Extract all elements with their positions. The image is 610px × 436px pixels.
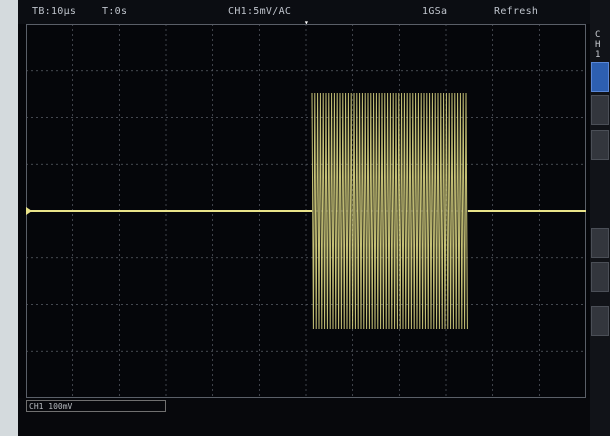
trigger-time-label[interactable]: T:0s — [102, 6, 128, 17]
waveform-display — [26, 24, 586, 398]
side-menu: C H 1 — [590, 0, 610, 436]
channel-scale-label[interactable]: CH1:5mV/AC — [228, 6, 292, 17]
status-bar: TB:10µs T:0s CH1:5mV/AC 1GSa Refresh ▾ — [18, 0, 610, 27]
side-button-invert[interactable] — [591, 130, 609, 160]
timebase-label[interactable]: TB:10µs — [32, 6, 77, 17]
side-button-bandwidth[interactable] — [591, 95, 609, 125]
side-channel-letter: C — [595, 30, 601, 40]
ground-level-icon — [26, 207, 32, 215]
oscilloscope-screen: TB:10µs T:0s CH1:5mV/AC 1GSa Refresh ▾ C… — [18, 0, 610, 436]
channel-info-box[interactable]: CH1 100mV — [26, 400, 166, 412]
sample-rate-label[interactable]: 1GSa — [422, 6, 448, 17]
side-button-offset[interactable] — [591, 262, 609, 292]
side-channel-letter: H — [595, 40, 601, 50]
bottom-info-bar: CH1 100mV — [18, 398, 590, 436]
mode-label[interactable]: Refresh — [494, 6, 539, 17]
side-channel-letter: 1 — [595, 50, 601, 60]
waveform-trace-burst — [311, 92, 468, 330]
side-button-coupling[interactable] — [591, 62, 609, 92]
side-button-probe[interactable] — [591, 228, 609, 258]
side-button-more[interactable] — [591, 306, 609, 336]
trigger-marker-icon: ▾ — [304, 18, 309, 27]
